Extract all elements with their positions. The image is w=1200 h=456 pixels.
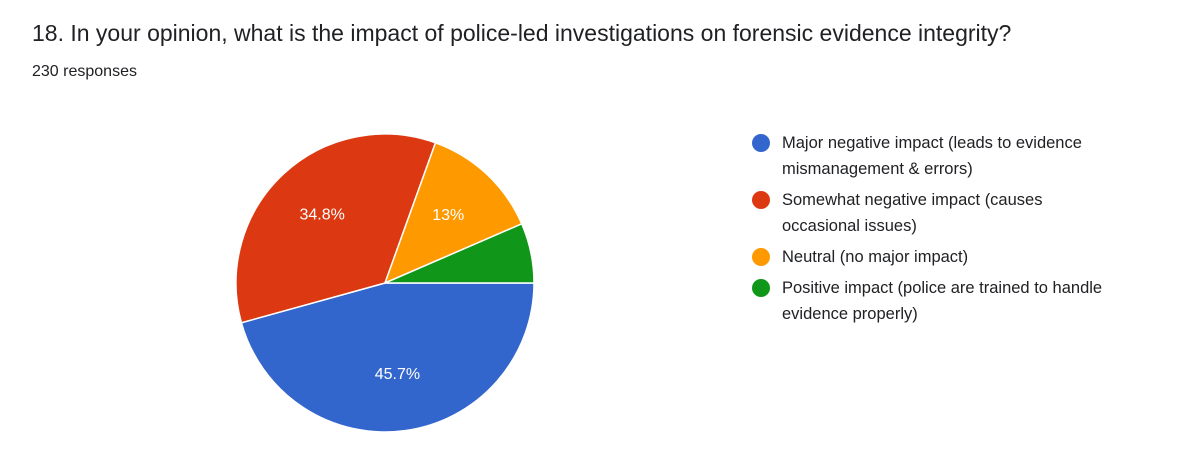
legend-item-neutral: Neutral (no major impact): [752, 244, 1172, 270]
response-count: 230 responses: [32, 63, 137, 80]
legend-swatch-icon: [752, 134, 770, 152]
legend-label: Major negative impact (leads to evidence…: [782, 134, 1082, 178]
pie-slice-somewhat-negative: [235, 133, 437, 324]
legend-swatch-icon: [752, 248, 770, 266]
legend-item-major-negative: Major negative impact (leads to evidence…: [752, 130, 1172, 182]
legend-swatch-icon: [752, 279, 770, 297]
pie-data-label-somewhat-negative: 34.8%: [299, 206, 344, 223]
legend-item-somewhat-negative: Somewhat negative impact (causes occasio…: [752, 187, 1172, 239]
question-title: 18. In your opinion, what is the impact …: [32, 20, 1012, 46]
pie-slice-major-negative: [240, 282, 535, 433]
pie-slice-positive: [384, 222, 535, 284]
pie-data-label-major-negative: 45.7%: [375, 366, 420, 383]
legend-item-positive: Positive impact (police are trained to h…: [752, 275, 1172, 327]
legend-label: Positive impact (police are trained to h…: [782, 279, 1103, 323]
pie-data-label-neutral: 13%: [432, 207, 464, 224]
legend-label: Neutral (no major impact): [782, 248, 969, 266]
legend-label: Somewhat negative impact (causes occasio…: [782, 191, 1043, 235]
legend-swatch-icon: [752, 191, 770, 209]
pie-slice-neutral: [383, 141, 523, 285]
chart-legend: Major negative impact (leads to evidence…: [752, 130, 1172, 332]
